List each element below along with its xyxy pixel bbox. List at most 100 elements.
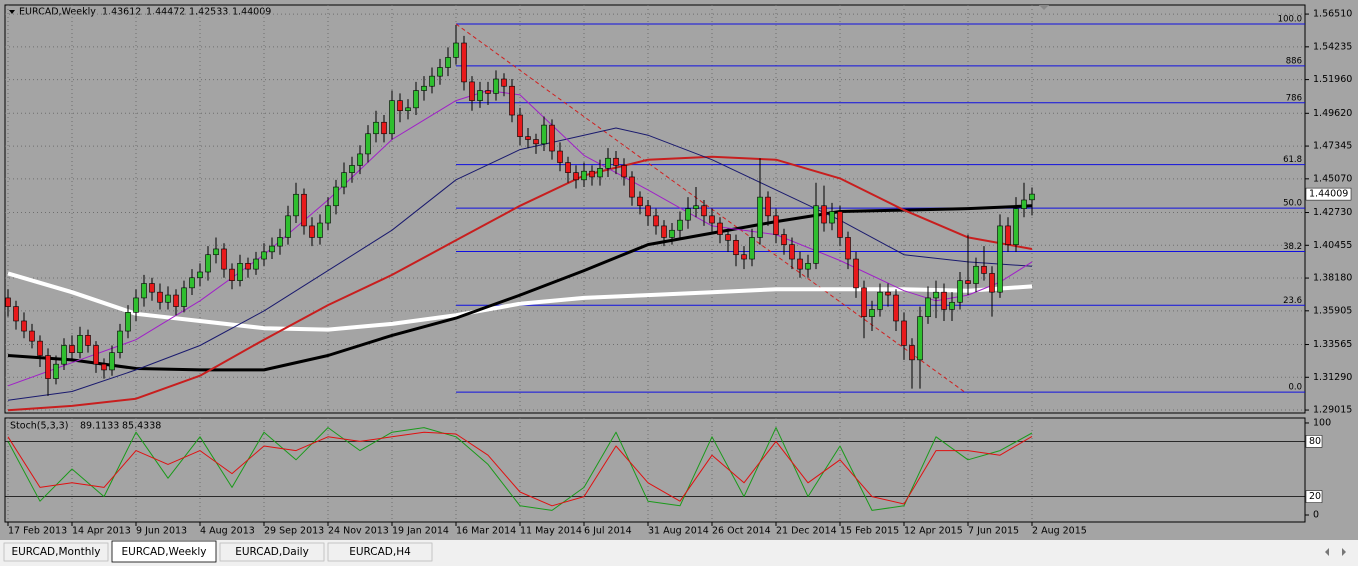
- fib-label: 786: [1286, 93, 1302, 103]
- candle-body: [709, 215, 715, 224]
- stoch-signal-value: 85.4338: [122, 421, 161, 432]
- candle-body: [285, 215, 291, 238]
- y-tick-label: 1.38180: [1313, 273, 1352, 284]
- candle-body: [29, 330, 35, 342]
- candle-body: [77, 335, 83, 353]
- candle-body: [829, 211, 835, 224]
- candle-body: [429, 75, 435, 87]
- candle-body: [413, 90, 419, 109]
- candle-body: [157, 291, 163, 303]
- candle-body: [341, 172, 347, 188]
- fib-label: 886: [1286, 56, 1302, 66]
- candle-body: [797, 258, 803, 270]
- candle-body: [373, 121, 379, 135]
- x-tick-label: 26 Oct 2014: [712, 526, 771, 537]
- candle-body: [293, 193, 299, 217]
- candle-body: [493, 78, 499, 94]
- candle-body: [693, 205, 699, 209]
- candle-body: [621, 165, 627, 178]
- candle-body: [557, 150, 563, 163]
- candle-body: [405, 107, 411, 112]
- stoch-title: Stoch(5,3,3): [10, 421, 68, 432]
- header-menu-arrow[interactable]: [9, 10, 15, 14]
- tab-label[interactable]: EURCAD,Monthly: [11, 546, 100, 558]
- candle-body: [5, 297, 11, 307]
- candle-body: [45, 355, 51, 379]
- candle-body: [197, 271, 203, 279]
- stoch-panel-frame: [4, 417, 1306, 523]
- candle-body: [133, 297, 139, 313]
- candle-body: [477, 90, 483, 101]
- candle-body: [1005, 225, 1011, 245]
- tab[interactable]: [3, 542, 109, 562]
- tab-label[interactable]: EURCAD,H4: [349, 546, 411, 558]
- candle-body: [397, 100, 403, 112]
- current-price-label: 1.44009: [1309, 189, 1348, 200]
- candle-body: [37, 340, 43, 356]
- candle-body: [765, 196, 771, 217]
- candle-body: [69, 345, 75, 353]
- y-tick-label: 1.33565: [1313, 339, 1352, 350]
- tab-label[interactable]: EURCAD,Daily: [235, 546, 309, 558]
- candle-body: [589, 170, 595, 178]
- candle-body: [525, 136, 531, 140]
- candle-body: [981, 265, 987, 274]
- header-close: 1.44009: [232, 7, 271, 18]
- candle-body: [437, 67, 443, 77]
- candle-body: [573, 172, 579, 181]
- x-tick-label: 2 Aug 2015: [1032, 526, 1087, 537]
- candle-body: [661, 225, 667, 238]
- level-label-box: [1305, 490, 1323, 503]
- candle-body: [189, 277, 195, 289]
- candle-body: [253, 258, 259, 270]
- candle-body: [901, 320, 907, 346]
- candle-body: [533, 139, 539, 145]
- main-panel-frame: [4, 4, 1306, 414]
- candle-body: [469, 81, 475, 101]
- y-tick-label: 1.35905: [1313, 305, 1352, 316]
- candle-body: [861, 287, 867, 317]
- candle-body: [509, 85, 515, 116]
- candle-body: [853, 258, 859, 289]
- candle-body: [93, 345, 99, 365]
- candle-body: [837, 211, 843, 238]
- fib-label: 0.0: [1288, 383, 1302, 393]
- candle-body: [61, 345, 67, 365]
- x-tick-label: 11 May 2014: [520, 526, 582, 537]
- tab[interactable]: [327, 542, 433, 562]
- tab-scroll-left[interactable]: [1325, 548, 1329, 556]
- fib-label: 50.0: [1283, 199, 1302, 209]
- tab-label[interactable]: EURCAD,Weekly: [122, 546, 207, 558]
- level-label-box: [1305, 435, 1323, 448]
- chart-shift-marker[interactable]: [1039, 5, 1049, 10]
- candle-body: [597, 168, 603, 178]
- x-tick-label: 19 Jan 2014: [392, 526, 449, 537]
- candle-body: [909, 345, 915, 361]
- candle-body: [565, 162, 571, 173]
- y-tick-label: 1.31290: [1313, 372, 1352, 383]
- candle-body: [629, 176, 635, 198]
- tab-active[interactable]: [111, 540, 217, 563]
- candle-body: [309, 225, 315, 238]
- x-tick-label: 12 Apr 2015: [904, 526, 963, 537]
- candle-body: [725, 234, 731, 241]
- candle-body: [453, 42, 459, 58]
- x-tick-label: 7 Jun 2015: [968, 526, 1019, 537]
- candle-body: [381, 121, 387, 135]
- header-high: 1.44472: [146, 7, 185, 18]
- candle-body: [205, 254, 211, 273]
- y-tick-label: 1.51960: [1313, 74, 1352, 85]
- candle-body: [269, 245, 275, 253]
- tab[interactable]: [219, 542, 325, 562]
- x-tick-label: 6 Jul 2014: [584, 526, 632, 537]
- tab-scroll-right[interactable]: [1342, 548, 1346, 556]
- x-tick-label: 29 Sep 2013: [264, 526, 324, 537]
- candle-body: [101, 363, 107, 371]
- candle-body: [973, 265, 979, 284]
- x-tick-label: 16 Mar 2014: [456, 526, 516, 537]
- candle-body: [917, 316, 923, 361]
- moving-average: [7, 204, 1033, 372]
- y-tick-label: 1.45070: [1313, 173, 1352, 184]
- candle-body: [669, 229, 675, 238]
- candle-body: [773, 215, 779, 235]
